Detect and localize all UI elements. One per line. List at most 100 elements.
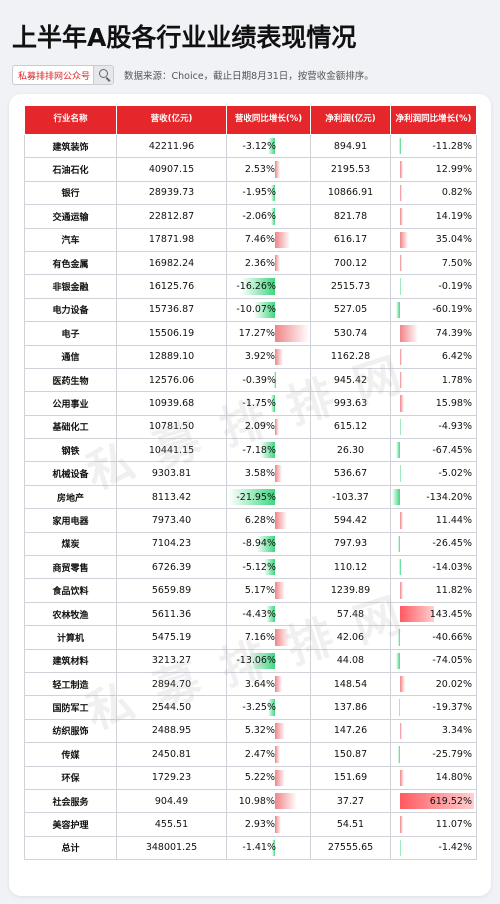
revenue-growth-cell: 3.64% — [226, 671, 311, 697]
revenue-growth-cell: -16.26% — [226, 274, 311, 299]
revenue-growth-label: 2.36% — [244, 257, 275, 269]
revenue-growth-label: -1.95% — [242, 187, 276, 199]
net-profit-growth-label: 11.07% — [435, 819, 472, 831]
net-profit-value: 616.17 — [310, 227, 391, 252]
net-profit-growth-cell: 14.80% — [390, 765, 477, 790]
net-profit-growth-label: -14.03% — [432, 561, 472, 573]
revenue-growth-bar — [259, 442, 275, 459]
net-profit-value: 147.26 — [310, 718, 391, 744]
table-row: 电子 15506.19 17.27% 530.74 74.39% — [24, 321, 477, 346]
net-profit-growth-cell: -1.42% — [390, 835, 477, 861]
revenue-growth-label: -4.43% — [242, 608, 276, 620]
revenue-value: 904.49 — [116, 788, 227, 814]
revenue-growth-bar — [274, 371, 276, 389]
revenue-growth-cell: 5.22% — [226, 765, 311, 790]
net-profit-growth-cell: -11.28% — [390, 133, 477, 159]
revenue-growth-label: -21.95% — [236, 491, 276, 503]
revenue-growth-bar — [275, 512, 288, 529]
revenue-growth-label: 2.53% — [244, 164, 275, 176]
net-profit-growth-bar — [400, 208, 404, 225]
revenue-growth-cell: -3.25% — [226, 695, 311, 720]
revenue-growth-label: -16.26% — [236, 281, 276, 293]
revenue-growth-label: 5.17% — [244, 585, 275, 597]
table-row: 房地产 8113.42 -21.95% -103.37 -134.20% — [24, 484, 477, 510]
net-profit-growth-bar — [400, 769, 404, 786]
revenue-growth-bar — [268, 699, 275, 716]
revenue-growth-cell: 2.53% — [226, 157, 311, 182]
net-profit-growth-bar — [399, 465, 402, 482]
table-row: 钢铁 10441.15 -7.18% 26.30 -67.45% — [24, 438, 477, 463]
net-profit-growth-bar — [400, 371, 402, 389]
industry-name: 环保 — [24, 765, 117, 790]
revenue-growth-cell: 7.16% — [226, 625, 311, 650]
net-profit-value: 2515.73 — [310, 274, 391, 299]
industry-name: 汽车 — [24, 227, 117, 252]
revenue-growth-bar — [271, 395, 275, 412]
revenue-value: 10441.15 — [116, 438, 227, 463]
revenue-growth-cell: -5.12% — [226, 555, 311, 580]
net-profit-growth-cell: -5.02% — [390, 461, 477, 486]
revenue-growth-cell: -0.39% — [226, 367, 311, 393]
search-icon[interactable] — [93, 66, 113, 84]
industry-name: 传媒 — [24, 742, 117, 767]
net-profit-value: 1162.28 — [310, 344, 391, 369]
industry-name: 银行 — [24, 180, 117, 206]
revenue-value: 7104.23 — [116, 531, 227, 557]
net-profit-growth-bar — [400, 792, 474, 810]
revenue-growth-cell: 5.32% — [226, 718, 311, 744]
revenue-growth-label: -1.41% — [242, 842, 276, 854]
net-profit-value: 44.08 — [310, 648, 391, 673]
revenue-growth-bar — [275, 629, 290, 646]
table-row: 汽车 17871.98 7.46% 616.17 35.04% — [24, 227, 477, 252]
industry-name: 农林牧渔 — [24, 601, 117, 627]
net-profit-growth-label: -11.28% — [432, 140, 472, 152]
net-profit-growth-cell: -60.19% — [390, 297, 477, 323]
revenue-growth-bar — [256, 535, 275, 553]
industry-name: 公用事业 — [24, 391, 117, 416]
revenue-value: 6726.39 — [116, 555, 227, 580]
net-profit-growth-bar — [400, 395, 404, 412]
net-profit-growth-label: 35.04% — [435, 234, 472, 246]
revenue-growth-label: 7.16% — [244, 631, 275, 643]
revenue-growth-cell: -8.94% — [226, 531, 311, 557]
net-profit-growth-bar — [400, 816, 403, 833]
net-profit-growth-cell: 15.98% — [390, 391, 477, 416]
revenue-growth-label: -0.39% — [242, 374, 276, 386]
revenue-value: 10939.68 — [116, 391, 227, 416]
industry-name: 轻工制造 — [24, 671, 117, 697]
revenue-growth-bar — [229, 488, 275, 506]
revenue-growth-cell: -2.06% — [226, 204, 311, 229]
net-profit-growth-cell: 14.19% — [390, 204, 477, 229]
table-row: 食品饮料 5659.89 5.17% 1239.89 11.82% — [24, 578, 477, 603]
net-profit-growth-label: 14.19% — [435, 210, 472, 222]
net-profit-growth-cell: 11.82% — [390, 578, 477, 603]
revenue-growth-cell: -3.12% — [226, 133, 311, 159]
revenue-value: 17871.98 — [116, 227, 227, 252]
revenue-growth-label: -7.18% — [242, 444, 276, 456]
table-card: 行业名称 营收(亿元) 营收同比增长(%) 净利润(亿元) 净利润同比增长(%)… — [9, 94, 491, 896]
net-profit-growth-bar — [395, 442, 400, 459]
revenue-growth-bar — [253, 301, 275, 319]
net-profit-growth-cell: 11.44% — [390, 508, 477, 533]
revenue-value: 15736.87 — [116, 297, 227, 323]
net-profit-growth-bar — [400, 348, 402, 365]
table-row: 机械设备 9303.81 3.58% 536.67 -5.02% — [24, 461, 477, 486]
revenue-growth-cell: -1.75% — [226, 391, 311, 416]
net-profit-growth-label: -19.37% — [432, 702, 472, 714]
net-profit-value: 148.54 — [310, 671, 391, 697]
industry-name: 建筑材料 — [24, 648, 117, 673]
revenue-growth-bar — [275, 418, 280, 436]
revenue-value: 5475.19 — [116, 625, 227, 650]
revenue-value: 5659.89 — [116, 578, 227, 603]
header-revenue-growth: 营收同比增长(%) — [226, 105, 311, 135]
revenue-growth-cell: 2.47% — [226, 742, 311, 767]
table-row: 建筑材料 3213.27 -13.06% 44.08 -74.05% — [24, 648, 477, 673]
search-box[interactable]: 私募排排网公众号 — [12, 65, 114, 85]
net-profit-growth-cell: 143.45% — [390, 601, 477, 627]
revenue-value: 16125.76 — [116, 274, 227, 299]
industry-table: 行业名称 营收(亿元) 营收同比增长(%) 净利润(亿元) 净利润同比增长(%)… — [24, 105, 477, 861]
revenue-growth-cell: -1.95% — [226, 180, 311, 206]
revenue-growth-cell: 7.46% — [226, 227, 311, 252]
revenue-growth-cell: 10.98% — [226, 788, 311, 814]
industry-name: 社会服务 — [24, 788, 117, 814]
